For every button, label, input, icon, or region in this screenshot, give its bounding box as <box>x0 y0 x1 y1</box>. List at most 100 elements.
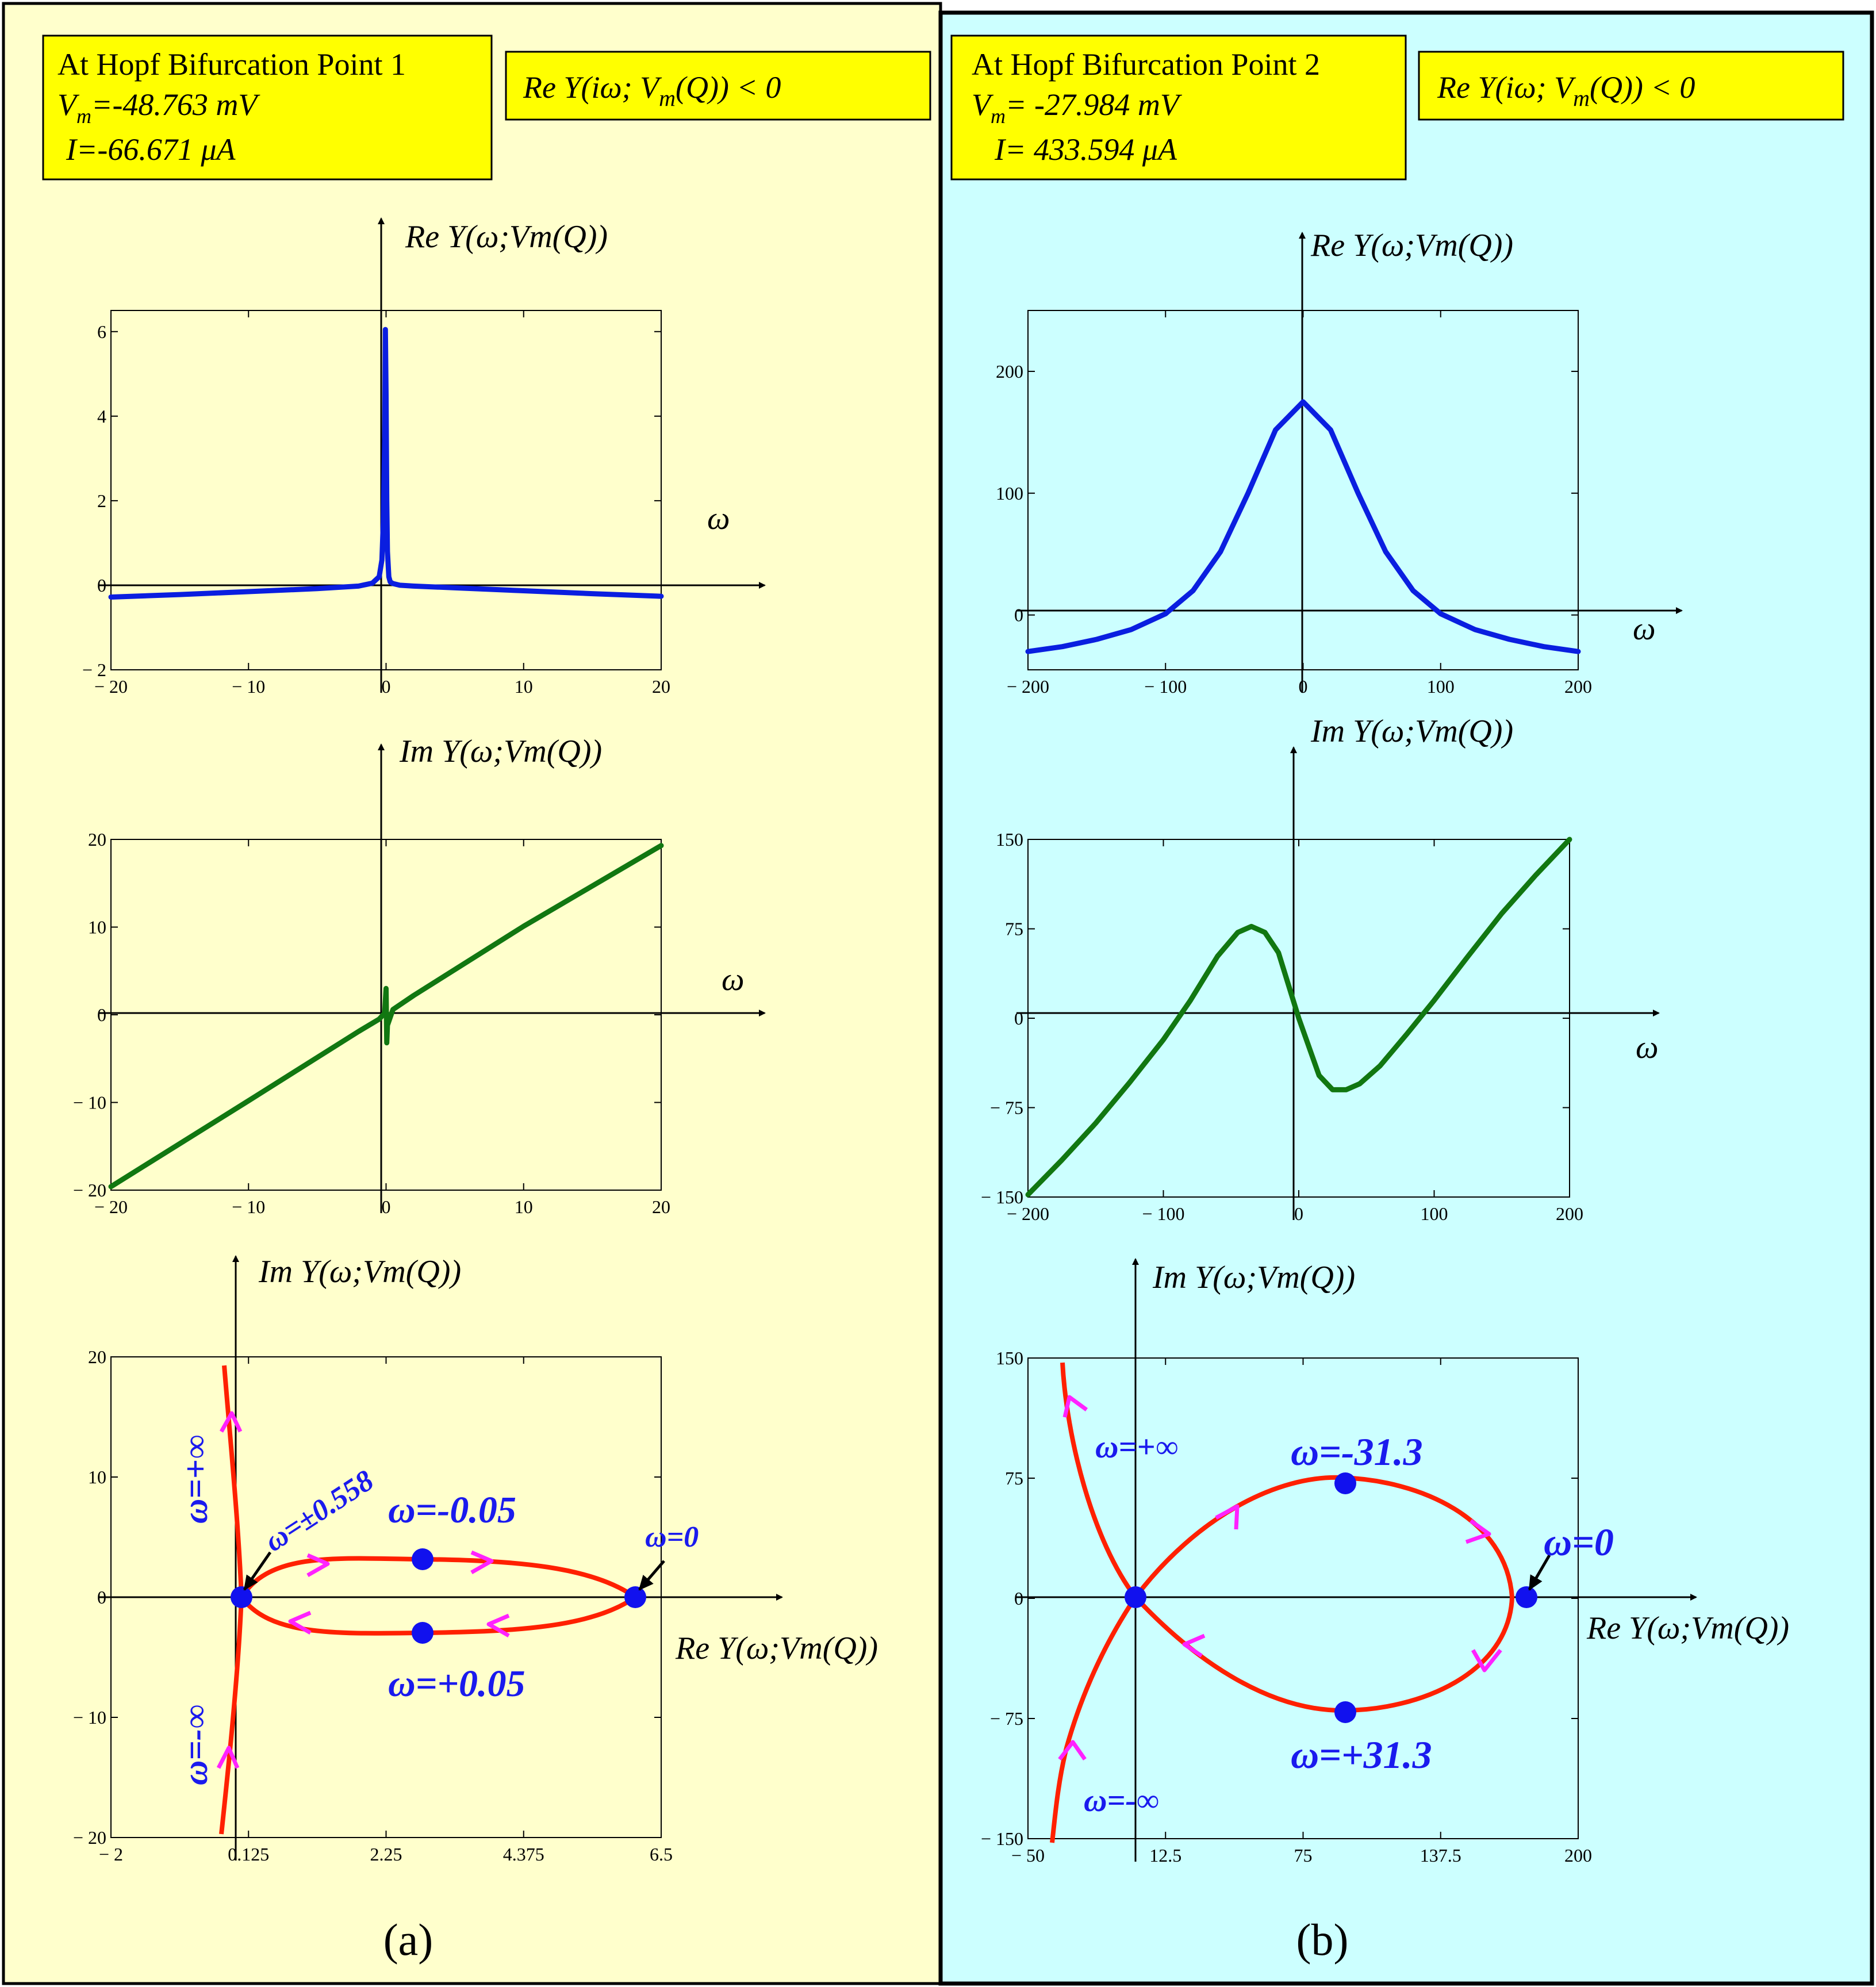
y-tick-label: 20 <box>88 829 106 850</box>
x-tick-label: 137.5 <box>1420 1845 1461 1866</box>
pointer-arrow-crossing <box>243 1551 272 1591</box>
y-axis-label: Re Y(ω;Vm(Q)) <box>405 219 608 255</box>
nyquist-branch-upper <box>222 1365 244 1598</box>
y-tick-label: 10 <box>88 917 106 938</box>
x-tick-label: 0 <box>382 1196 391 1217</box>
x-axis-label: ω <box>707 501 730 536</box>
nyquist-marker-point <box>1334 1472 1356 1494</box>
x-tick-label: 200 <box>1556 1203 1583 1224</box>
panel-a-condition-text: Re Y(iω; Vm(Q)) < 0 <box>523 70 781 111</box>
x-tick-label: − 50 <box>1011 1845 1045 1866</box>
y-axis-label: Im Y(ω;Vm(Q)) <box>399 734 602 769</box>
panel-a-background <box>2 2 942 1985</box>
y-tick-label: 20 <box>88 1347 106 1367</box>
x-tick-label: 75 <box>1294 1845 1313 1866</box>
y-tick-label: 0 <box>1014 1008 1023 1029</box>
x-tick-label: 10 <box>515 1196 533 1217</box>
arrow-upper-branch <box>1062 1395 1088 1418</box>
panel-b-background <box>938 10 1874 1986</box>
arrow-loop-top-right <box>470 1550 494 1575</box>
x-tick-label: 6.5 <box>650 1844 673 1865</box>
chart-panel-b-imag-part: − 200 − 100 0 100 200 − 150 − 75 0 75 150 Im Y(ω;V… <box>981 714 1660 1224</box>
nyquist-marker-point <box>231 1586 252 1608</box>
annotation-zero: ω=0 <box>1544 1520 1614 1564</box>
x-axis-label: ω <box>722 962 745 998</box>
x-tick-label: 20 <box>652 1196 670 1217</box>
nyquist-branch-upper <box>1060 1362 1138 1599</box>
x-axis-label: Re Y(ω;Vm(Q)) <box>675 1631 878 1666</box>
x-tick-label: 2.25 <box>370 1844 402 1865</box>
x-tick-label: 20 <box>652 676 670 697</box>
arrow-loop-bottom-left <box>288 1610 312 1635</box>
chart-panel-a-imag-part: − 20 − 10 0 10 20 − 20 − 10 0 10 20 Im Y(ω;Vm(Q)) ω <box>73 734 766 1217</box>
arrow-upper-branch <box>219 1411 243 1433</box>
panel-a-label: (a) <box>383 1915 433 1965</box>
y-tick-label: 100 <box>996 483 1023 504</box>
x-tick-label: − 10 <box>232 676 265 697</box>
nyquist-marker-point <box>1125 1586 1146 1608</box>
y-tick-label: − 150 <box>981 1187 1023 1207</box>
nyquist-loop <box>1132 1475 1515 1713</box>
nyquist-marker-point <box>1334 1701 1356 1723</box>
y-tick-label: − 20 <box>73 1827 106 1848</box>
y-tick-label: 75 <box>1005 919 1023 939</box>
x-tick-label: − 20 <box>94 1196 128 1217</box>
x-tick-label: − 10 <box>232 1196 265 1217</box>
annotation-bottom: ω=+31.3 <box>1291 1733 1432 1777</box>
x-tick-label: − 200 <box>1007 1203 1049 1224</box>
y-tick-label: 150 <box>996 829 1023 850</box>
chart-panel-b-nyquist: − 50 12.5 75 137.5 200 − 150 − 75 0 75 150 Im Y(ω;… <box>981 1258 1789 1866</box>
x-tick-label: − 100 <box>1144 676 1187 697</box>
annotation-plus-infinity: ω=+∞ <box>177 1434 214 1524</box>
y-tick-label: 4 <box>97 406 106 427</box>
y-tick-label: − 20 <box>73 1180 106 1200</box>
y-tick-label: 2 <box>97 490 106 511</box>
nyquist-marker-point <box>412 1622 433 1644</box>
y-axis-label: Re Y(ω;Vm(Q)) <box>1310 228 1513 263</box>
panel-b-info-title: At Hopf Bifurcation Point 2 <box>972 47 1320 82</box>
series-line <box>108 327 664 600</box>
x-axis-label: ω <box>1636 1030 1659 1065</box>
pointer-arrow-zero <box>1528 1554 1551 1591</box>
y-tick-label: 0 <box>1014 1588 1023 1609</box>
y-tick-label: 150 <box>996 1348 1023 1368</box>
y-tick-label: − 150 <box>981 1828 1023 1849</box>
annotation-minus-infinity: ω=-∞ <box>177 1705 214 1785</box>
arrow-loop-top-left <box>306 1553 330 1578</box>
y-tick-label: 75 <box>1005 1468 1023 1489</box>
annotation-bottom: ω=+0.05 <box>388 1663 525 1705</box>
arrow-lower-branch <box>1058 1740 1087 1761</box>
y-axis-label: Im Y(ω;Vm(Q)) <box>1310 714 1513 749</box>
y-tick-label: − 75 <box>990 1708 1023 1729</box>
x-tick-label: 12.5 <box>1149 1845 1181 1866</box>
y-tick-label: 0 <box>97 1004 106 1025</box>
y-axis-label: Im Y(ω;Vm(Q)) <box>258 1254 461 1290</box>
x-tick-label: 0 <box>1294 1203 1303 1224</box>
x-tick-label: − 200 <box>1007 676 1049 697</box>
x-tick-label: 10 <box>515 676 533 697</box>
panel-a-info-box: At Hopf Bifurcation Point 1 Vm=-48.763 m… <box>42 34 493 181</box>
x-tick-label: − 2 <box>99 1844 123 1865</box>
panel-b-condition-text: Re Y(iω; Vm(Q)) < 0 <box>1437 70 1695 111</box>
panel-b-info-box: At Hopf Bifurcation Point 2 Vm= -27.984 … <box>950 34 1407 181</box>
x-tick-label: 200 <box>1564 676 1592 697</box>
panel-a-vm-line: Vm=-48.763 mV <box>57 87 260 128</box>
panel-a-i-line: I=-66.671 μA <box>66 132 236 167</box>
y-axis-label: Im Y(ω;Vm(Q)) <box>1152 1260 1355 1295</box>
annotation-plus-infinity: ω=+∞ <box>1095 1429 1178 1465</box>
nyquist-marker-point <box>412 1548 433 1570</box>
x-tick-label: 0 <box>382 676 391 697</box>
panel-b-condition-box: Re Y(iω; Vm(Q)) < 0 <box>1418 51 1844 121</box>
nyquist-branch-lower <box>1050 1595 1138 1843</box>
panel-a-info-title: At Hopf Bifurcation Point 1 <box>57 47 406 82</box>
x-tick-label: 100 <box>1421 1203 1448 1224</box>
y-tick-label: 10 <box>88 1467 106 1487</box>
x-axis-label: Re Y(ω;Vm(Q)) <box>1586 1610 1789 1646</box>
arrow-lower-branch <box>216 1746 240 1769</box>
y-tick-label: − 2 <box>82 659 106 680</box>
annotation-top: ω=-0.05 <box>388 1489 516 1531</box>
panel-b-i-line: I= 433.594 μA <box>994 132 1177 167</box>
annotation-top: ω=-31.3 <box>1291 1430 1423 1474</box>
